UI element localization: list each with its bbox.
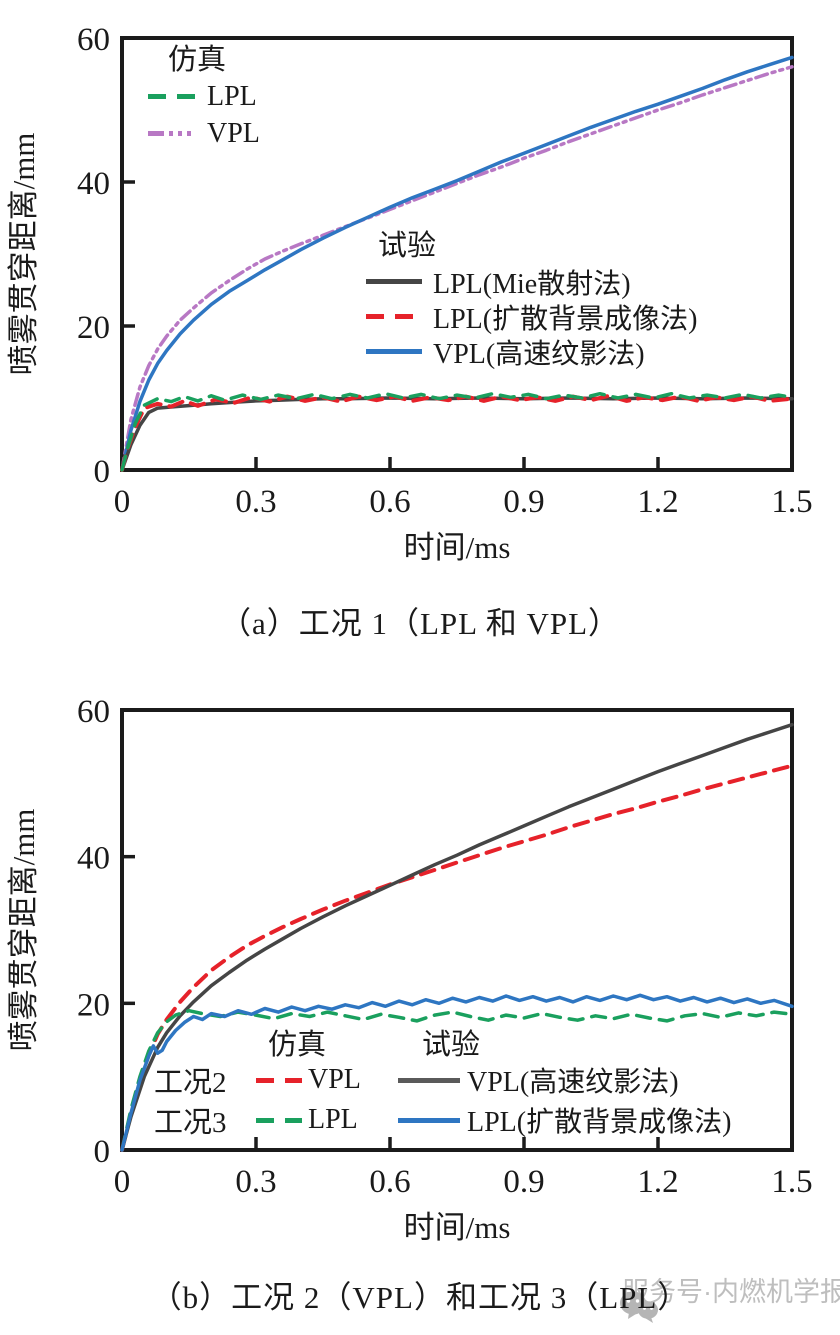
legend-entry-exp-vpl-schlieren: VPL(高速纹影法)	[366, 334, 697, 370]
svg-text:0.3: 0.3	[235, 484, 276, 520]
case2-exp-line-swatch	[398, 1077, 460, 1083]
legend-label: VPL(高速纹影法)	[433, 338, 645, 370]
legend-b: 仿真 试验 工况2 VPL VPL(高速纹影法) 工况3 LPL LPL(扩散背…	[154, 1024, 731, 1140]
legend-entry-exp-lpl-dbi: LPL(扩散背景成像法)	[366, 299, 698, 335]
svg-text:60: 60	[77, 22, 110, 58]
legend-experiment-a: 试验 LPL(Mie散射法) LPL(扩散背景成像法) VPL(高速纹影法)	[366, 228, 698, 370]
svg-text:1.2: 1.2	[637, 484, 678, 520]
legend-label: VPL	[207, 117, 260, 149]
caption-a: （a）工况 1（LPL 和 VPL）	[219, 606, 621, 641]
svg-text:20: 20	[77, 987, 110, 1023]
legend-label: LPL	[308, 1104, 358, 1135]
legend-title-experiment: 试验	[378, 230, 437, 262]
svg-text:0.6: 0.6	[369, 484, 410, 520]
case3-exp-entry: LPL(扩散背景成像法)	[398, 1100, 731, 1140]
svg-text:0: 0	[114, 1164, 131, 1200]
legend-entry-sim-lpl: LPL	[148, 78, 260, 115]
svg-text:喷雾贯穿距离/mm: 喷雾贯穿距离/mm	[6, 133, 41, 376]
case2-sim-line-swatch	[256, 1077, 302, 1083]
caption-b: （b）工况 2（VPL）和工况 3（LPL）	[150, 1280, 690, 1315]
svg-text:喷雾贯穿距离/mm: 喷雾贯穿距离/mm	[6, 809, 41, 1052]
case3-exp-line-swatch	[398, 1117, 460, 1123]
svg-text:0.6: 0.6	[369, 1164, 410, 1200]
svg-text:1.5: 1.5	[771, 484, 812, 520]
svg-text:40: 40	[77, 841, 110, 877]
lpl-mie-line-swatch	[366, 279, 422, 284]
svg-text:0.3: 0.3	[235, 1164, 276, 1200]
svg-text:时间/ms: 时间/ms	[404, 530, 511, 565]
svg-text:时间/ms: 时间/ms	[404, 1210, 511, 1245]
legend-label: VPL(高速纹影法)	[467, 1067, 679, 1098]
case2-label: 工况2	[154, 1067, 227, 1099]
svg-text:0: 0	[94, 1134, 111, 1170]
legend-b-row-case2: 工况2 VPL VPL(高速纹影法)	[154, 1060, 731, 1100]
svg-text:60: 60	[77, 694, 110, 730]
svg-text:0.9: 0.9	[503, 1164, 544, 1200]
legend-label: VPL	[308, 1064, 361, 1095]
svg-text:1.5: 1.5	[771, 1164, 812, 1200]
case3-label: 工况3	[154, 1107, 227, 1139]
legend-b-header-row: 仿真 试验	[154, 1024, 731, 1061]
legend-simulation-a: 仿真 LPL VPL	[148, 42, 260, 152]
legend-label: LPL(Mie散射法)	[433, 268, 631, 300]
svg-text:0: 0	[94, 454, 111, 490]
spray-penetration-chart-b: 0 0.3 0.6 0.9 1.2 1.5 0 20 40 60 时间/ms 喷雾贯穿距离/mm	[6, 694, 813, 1245]
legend-label: LPL	[207, 80, 257, 112]
vpl-sim-line-swatch	[148, 131, 196, 136]
case3-sim-line-swatch	[256, 1117, 302, 1123]
case2-sim-entry: VPL	[256, 1064, 398, 1096]
spray-penetration-chart-a: 0 0.3 0.6 0.9 1.2 1.5 0 20 40 60 时间/ms 喷雾贯穿距离/mm	[6, 22, 813, 565]
lpl-sim-line-swatch	[148, 94, 196, 99]
legend-label: LPL(扩散背景成像法)	[433, 303, 698, 335]
legend-entry-sim-vpl: VPL	[148, 115, 260, 152]
svg-text:20: 20	[77, 310, 110, 346]
legend-label: LPL(扩散背景成像法)	[467, 1107, 732, 1138]
case3-sim-entry: LPL	[256, 1104, 398, 1136]
lpl-dbi-line-swatch	[366, 314, 422, 319]
case2-exp-entry: VPL(高速纹影法)	[398, 1060, 679, 1100]
svg-text:40: 40	[77, 166, 110, 202]
svg-text:0.9: 0.9	[503, 484, 544, 520]
watermark-text: 服务号·内燃机学报	[622, 1277, 840, 1307]
legend-entry-exp-lpl-mie: LPL(Mie散射法)	[366, 264, 697, 300]
svg-text:0: 0	[114, 484, 131, 520]
vpl-schlieren-line-swatch	[366, 349, 422, 354]
legend-b-exp-header: 试验	[422, 1029, 481, 1061]
watermark: 服务号·内燃机学报	[618, 1270, 840, 1323]
legend-title-simulation: 仿真	[168, 44, 227, 76]
legend-b-sim-header: 仿真	[268, 1029, 327, 1061]
legend-b-row-case3: 工况3 LPL LPL(扩散背景成像法)	[154, 1100, 731, 1140]
svg-text:1.2: 1.2	[637, 1164, 678, 1200]
